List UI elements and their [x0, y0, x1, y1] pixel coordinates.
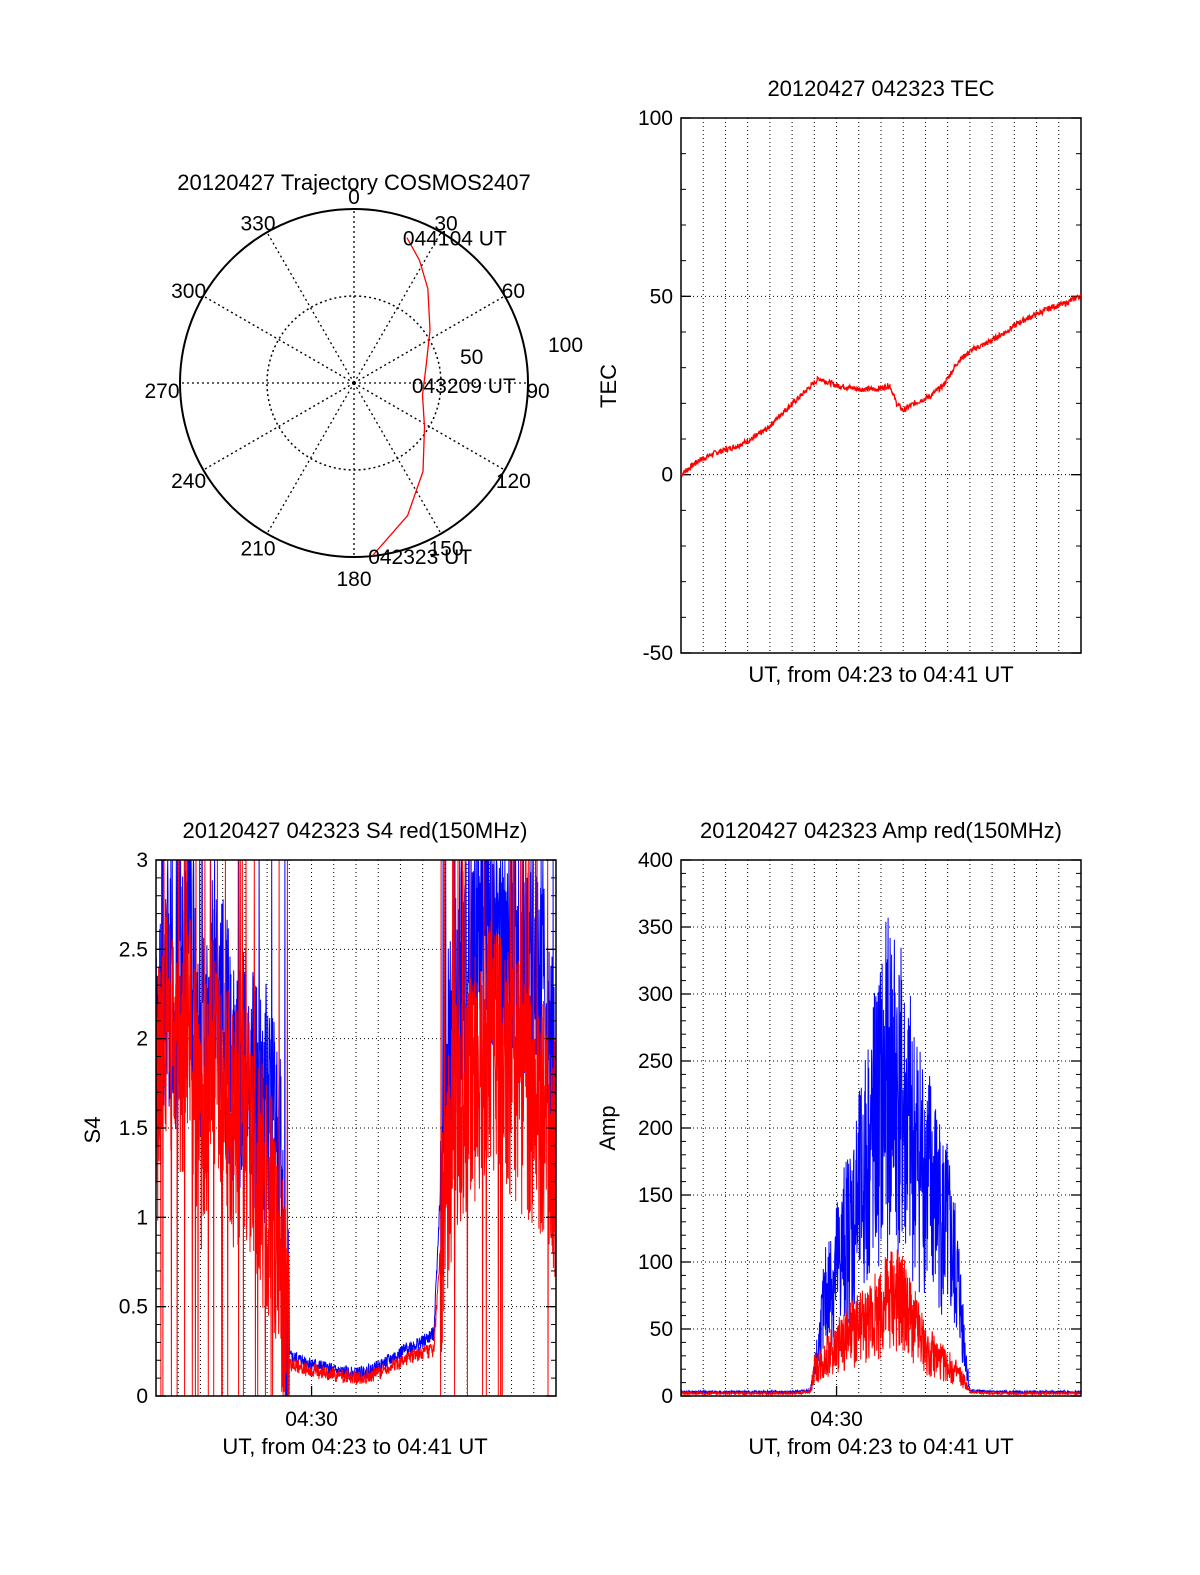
polar-azimuth-label: 180	[336, 568, 371, 591]
s4-series	[155, 859, 557, 1397]
amp-series	[680, 917, 1082, 1397]
amp-x-ticks: 04:30	[810, 1386, 863, 1431]
polar-azimuth-label: 120	[496, 470, 531, 493]
y-tick-label: 0	[136, 1385, 148, 1408]
y-tick-label: 50	[650, 1318, 673, 1341]
y-tick-label: 2.5	[119, 938, 148, 961]
tec-x-axis-label: UT, from 04:23 to 04:41 UT	[748, 662, 1013, 687]
polar-spoke	[266, 231, 355, 384]
y-tick-label: 0	[661, 1385, 673, 1408]
amp-y-axis-label: Amp	[595, 1105, 620, 1150]
s4-x-axis-label: UT, from 04:23 to 04:41 UT	[222, 1434, 487, 1459]
tec-y-axis-label: TEC	[596, 364, 621, 408]
y-tick-label: 1.5	[119, 1117, 148, 1140]
polar-spoke	[353, 382, 442, 535]
y-tick-label: 1	[136, 1206, 148, 1229]
y-tick-label: 50	[650, 285, 673, 308]
polar-spoke	[266, 382, 355, 535]
tec-title: 20120427 042323 TEC	[767, 76, 994, 101]
y-tick-label: 100	[638, 107, 673, 130]
polar-annotations: 044104 UT 043209 UT 042323 UT	[368, 228, 516, 569]
y-tick-label: 350	[638, 916, 673, 939]
x-tick-label: 04:30	[285, 1408, 338, 1431]
polar-azimuth-label: 150	[428, 537, 463, 560]
tec-y-ticks: -50 0 50 100	[638, 107, 1081, 665]
y-tick-label: 3	[136, 849, 148, 872]
y-tick-label: 0	[661, 464, 673, 487]
y-tick-label: 150	[638, 1184, 673, 1207]
amp-plot: 20120427 042323 Amp red(150MHz) 0 50 100 15…	[595, 818, 1082, 1459]
amp-y-ticks: 0 50 100 150 200 250 300 350 400	[638, 849, 1081, 1408]
polar-time-annotation: 042323 UT	[368, 546, 472, 569]
polar-azimuth-label: 90	[526, 380, 549, 403]
y-tick-label: 300	[638, 983, 673, 1006]
polar-spokes	[180, 209, 528, 557]
polar-azimuth-label: 330	[240, 213, 275, 236]
polar-azimuth-label: 60	[502, 280, 525, 303]
polar-azimuth-label: 0	[348, 186, 360, 209]
y-tick-label: 400	[638, 849, 673, 872]
tec-grid	[681, 118, 1081, 653]
polar-azimuth-label: 240	[171, 470, 206, 493]
y-tick-label: 100	[638, 1251, 673, 1274]
s4-y-axis-label: S4	[80, 1117, 105, 1144]
amp-title: 20120427 042323 Amp red(150MHz)	[700, 818, 1062, 843]
s4-title: 20120427 042323 S4 red(150MHz)	[183, 818, 528, 843]
polar-elevation-label-100: 100	[548, 334, 583, 357]
polar-azimuth-label: 300	[171, 280, 206, 303]
y-tick-label: 250	[638, 1050, 673, 1073]
polar-outer-circle	[179, 208, 529, 558]
s4-x-ticks: 04:30	[285, 1386, 338, 1431]
polar-trajectory-line	[371, 237, 431, 557]
tec-series-line	[680, 293, 1082, 479]
series-line-red	[680, 1249, 1082, 1397]
polar-spoke	[353, 382, 506, 471]
amp-x-axis-label: UT, from 04:23 to 04:41 UT	[748, 1434, 1013, 1459]
polar-time-annotation: 044104 UT	[403, 228, 507, 251]
polar-spoke	[353, 231, 442, 384]
polar-azimuth-label: 270	[144, 380, 179, 403]
polar-azimuth-labels: 0 30 60 90 120 150 180 210 240 270 300 330	[144, 186, 549, 591]
polar-azimuth-label: 30	[434, 213, 457, 236]
y-tick-label: -50	[643, 642, 673, 665]
polar-plot: 20120427 Trajectory COSMOS2407 0 30 60 90 12…	[144, 170, 583, 591]
tec-plot: 20120427 042323 TEC -50 0 50 100 TEC UT, fr…	[596, 76, 1082, 687]
polar-spoke	[202, 295, 355, 384]
y-tick-label: 200	[638, 1117, 673, 1140]
y-tick-label: 2	[136, 1028, 148, 1051]
polar-time-annotation: 043209 UT	[412, 375, 516, 398]
s4-y-ticks: 0 0.5 1 1.5 2 2.5 3	[119, 849, 556, 1408]
polar-elevation-label-50: 50	[460, 346, 483, 369]
polar-azimuth-label: 210	[240, 537, 275, 560]
x-tick-label: 04:30	[810, 1408, 863, 1431]
polar-spoke	[202, 382, 355, 471]
series-line-red	[155, 859, 557, 1397]
polar-title: 20120427 Trajectory COSMOS2407	[177, 170, 530, 195]
tec-plot-frame	[680, 117, 1082, 654]
s4-plot: 20120427 042323 S4 red(150MHz) 0 0.5 1 1.5 2…	[80, 818, 557, 1459]
y-tick-label: 0.5	[119, 1296, 148, 1319]
